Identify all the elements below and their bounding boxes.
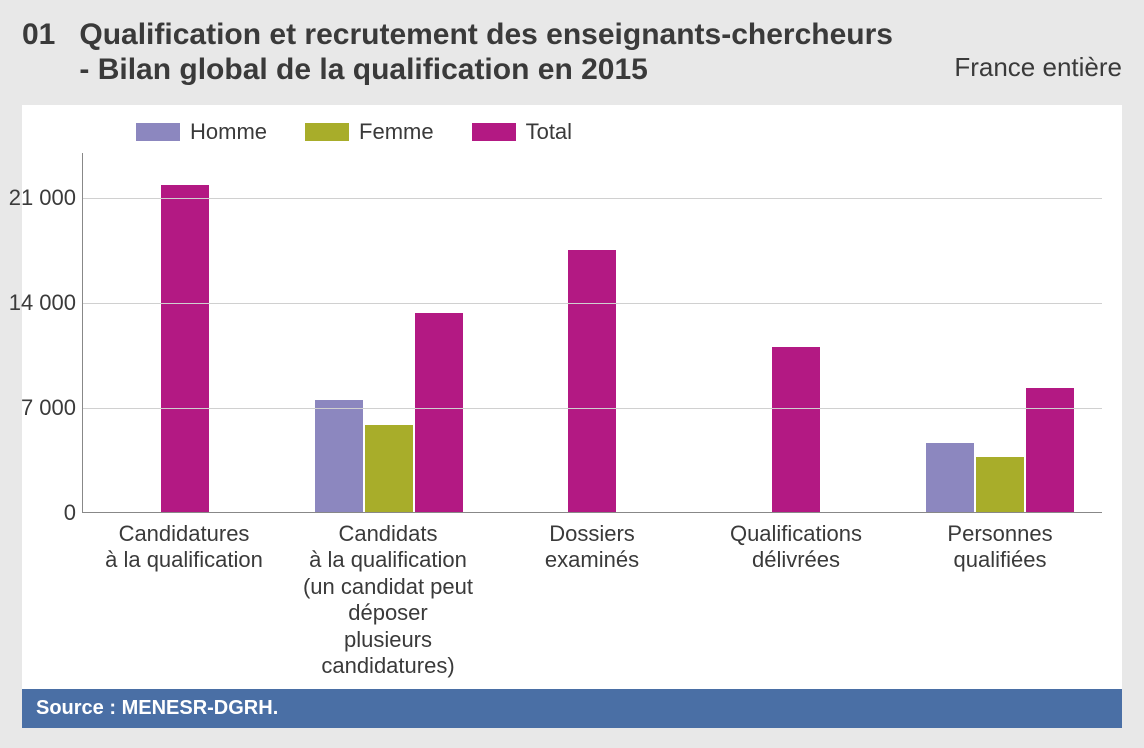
y-tick-label: 14 000: [9, 290, 76, 316]
bar-groups: [83, 153, 1102, 512]
bar-total: [772, 347, 820, 512]
y-tick-label: 7 000: [21, 395, 76, 421]
source-bar: Source : MENESR-DGRH.: [22, 689, 1122, 728]
bar-femme: [976, 457, 1024, 513]
bar-total: [1026, 388, 1074, 513]
legend-label: Total: [526, 119, 572, 145]
bar-femme: [365, 425, 413, 512]
bar-group: [287, 153, 491, 512]
x-tick-label: Candidats à la qualification (un candida…: [286, 521, 490, 679]
x-tick-label: Personnes qualifiées: [898, 521, 1102, 679]
legend-item: Total: [472, 119, 572, 145]
source-label: Source : MENESR-DGRH.: [36, 697, 278, 719]
legend-swatch: [136, 123, 180, 141]
x-axis: Candidatures à la qualificationCandidats…: [82, 521, 1102, 679]
bar-group: [694, 153, 898, 512]
bar-homme: [926, 443, 974, 512]
legend-swatch: [472, 123, 516, 141]
gridline: [83, 408, 1102, 409]
legend: Homme Femme Total: [136, 119, 1102, 145]
gridline: [83, 198, 1102, 199]
y-axis: 07 00014 00021 000: [24, 153, 82, 513]
region-label: France entière: [954, 52, 1122, 87]
y-tick-label: 21 000: [9, 185, 76, 211]
title-line-1: Qualification et recrutement des enseign…: [79, 18, 893, 51]
legend-swatch: [305, 123, 349, 141]
bar-total: [568, 250, 616, 513]
legend-label: Homme: [190, 119, 267, 145]
bar-group: [491, 153, 695, 512]
legend-item: Homme: [136, 119, 267, 145]
gridline: [83, 303, 1102, 304]
x-tick-label: Qualifications délivrées: [694, 521, 898, 679]
bar-group: [83, 153, 287, 512]
legend-item: Femme: [305, 119, 434, 145]
legend-label: Femme: [359, 119, 434, 145]
plot-area: [82, 153, 1102, 513]
page-title: Qualification et recrutement des enseign…: [79, 18, 893, 87]
bar-homme: [315, 400, 363, 513]
chart-panel: Homme Femme Total 07 00014 00021 000 Candi…: [22, 105, 1122, 689]
header: 01 Qualification et recrutement des ense…: [22, 18, 1122, 87]
bar-total: [161, 185, 209, 512]
bar-group: [898, 153, 1102, 512]
y-tick-label: 0: [64, 500, 76, 526]
title-line-2: - Bilan global de la qualification en 20…: [79, 53, 647, 86]
x-tick-label: Dossiers examinés: [490, 521, 694, 679]
bar-total: [415, 313, 463, 513]
x-tick-label: Candidatures à la qualification: [82, 521, 286, 679]
title-number: 01: [22, 18, 55, 87]
